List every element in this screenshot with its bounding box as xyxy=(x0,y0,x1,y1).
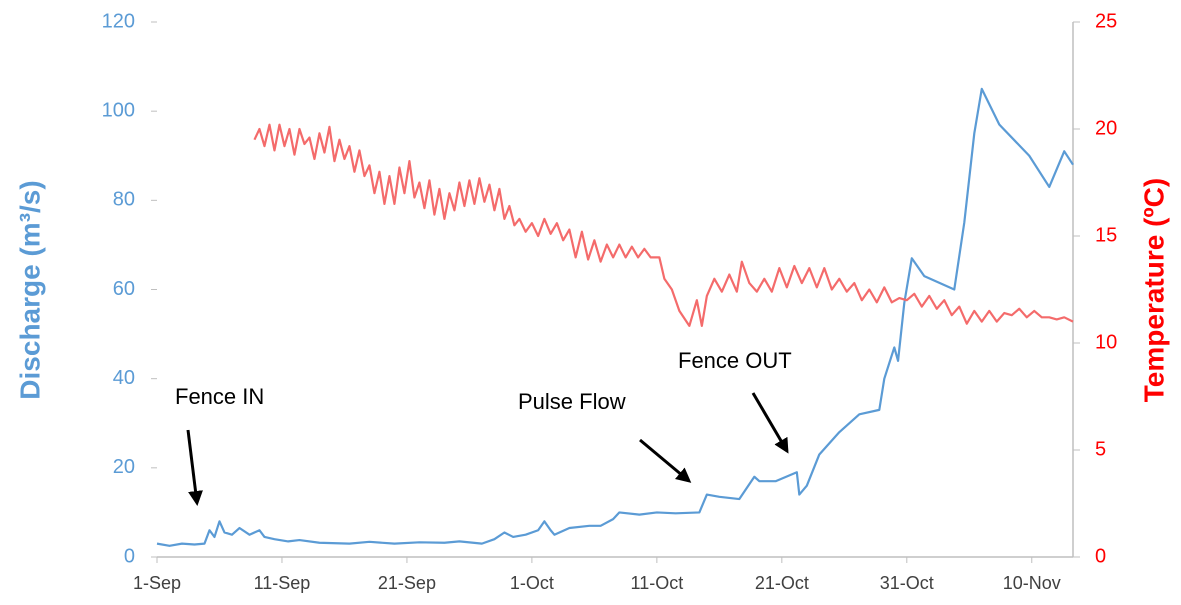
annotation: Fence IN xyxy=(175,384,264,409)
y-tick-label: 40 xyxy=(113,367,135,389)
x-tick-label: 21-Oct xyxy=(755,573,809,593)
annotation-arrow xyxy=(639,438,692,483)
y2-tick-label: 25 xyxy=(1095,10,1117,32)
x-tick-label: 11-Oct xyxy=(631,573,684,593)
y-axis-title: Discharge (m³/s) xyxy=(14,180,45,399)
x-tick-label: 10-Nov xyxy=(1003,573,1061,593)
x-tick-label: 1-Oct xyxy=(510,573,554,593)
y2-axis-title: Temperature (ºC) xyxy=(1138,178,1169,402)
y-tick-label: 0 xyxy=(124,545,135,567)
x-tick-label: 1-Sep xyxy=(133,573,181,593)
annotation: Fence OUT xyxy=(678,348,792,373)
y2-tick-label: 20 xyxy=(1095,117,1117,139)
series-line xyxy=(253,123,1074,327)
y-tick-label: 100 xyxy=(102,99,135,121)
series-line xyxy=(156,87,1074,547)
y-tick-label: 20 xyxy=(113,456,135,478)
x-tick-label: 31-Oct xyxy=(880,573,934,593)
x-tick-label: 21-Sep xyxy=(378,573,436,593)
y2-tick-label: 0 xyxy=(1095,545,1106,567)
y2-tick-label: 5 xyxy=(1095,438,1106,460)
annotation-arrow xyxy=(186,429,203,506)
y2-tick-label: 15 xyxy=(1095,224,1117,246)
y-tick-label: 60 xyxy=(113,278,135,300)
y-tick-label: 80 xyxy=(113,189,135,211)
y-tick-label: 120 xyxy=(102,10,135,32)
y2-tick-label: 10 xyxy=(1095,331,1117,353)
annotation-arrow xyxy=(751,392,789,454)
x-tick-label: 11-Sep xyxy=(254,573,311,593)
annotation: Pulse Flow xyxy=(518,389,626,414)
